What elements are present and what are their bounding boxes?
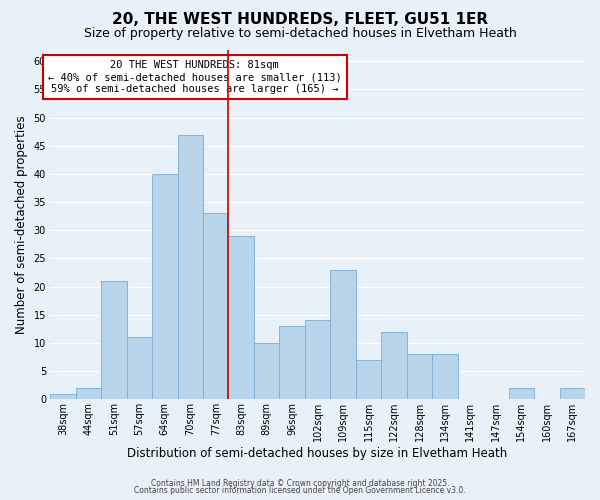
Text: Size of property relative to semi-detached houses in Elvetham Heath: Size of property relative to semi-detach… bbox=[83, 28, 517, 40]
Y-axis label: Number of semi-detached properties: Number of semi-detached properties bbox=[15, 116, 28, 334]
Bar bbox=[254, 343, 280, 400]
Text: 20, THE WEST HUNDREDS, FLEET, GU51 1ER: 20, THE WEST HUNDREDS, FLEET, GU51 1ER bbox=[112, 12, 488, 28]
Text: 20 THE WEST HUNDREDS: 81sqm
← 40% of semi-detached houses are smaller (113)
59% : 20 THE WEST HUNDREDS: 81sqm ← 40% of sem… bbox=[48, 60, 341, 94]
Bar bbox=[509, 388, 534, 400]
Bar bbox=[50, 394, 76, 400]
Bar bbox=[560, 388, 585, 400]
Bar bbox=[229, 236, 254, 400]
Bar bbox=[356, 360, 381, 400]
Bar bbox=[152, 174, 178, 400]
Bar bbox=[101, 281, 127, 400]
Text: Contains public sector information licensed under the Open Government Licence v3: Contains public sector information licen… bbox=[134, 486, 466, 495]
Bar bbox=[203, 214, 229, 400]
Bar bbox=[407, 354, 432, 400]
Text: Contains HM Land Registry data © Crown copyright and database right 2025.: Contains HM Land Registry data © Crown c… bbox=[151, 478, 449, 488]
X-axis label: Distribution of semi-detached houses by size in Elvetham Heath: Distribution of semi-detached houses by … bbox=[127, 447, 508, 460]
Bar bbox=[331, 270, 356, 400]
Bar bbox=[178, 134, 203, 400]
Bar bbox=[76, 388, 101, 400]
Bar bbox=[280, 326, 305, 400]
Bar bbox=[127, 338, 152, 400]
Bar bbox=[305, 320, 331, 400]
Bar bbox=[381, 332, 407, 400]
Bar bbox=[432, 354, 458, 400]
